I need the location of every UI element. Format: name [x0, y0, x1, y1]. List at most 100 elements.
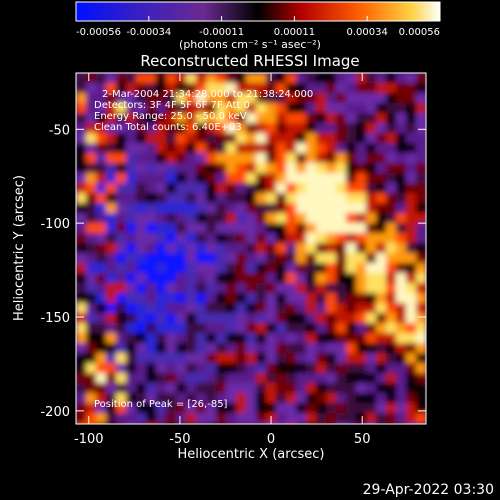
heatmap-cell	[356, 373, 367, 384]
heatmap-cell	[96, 183, 107, 194]
heatmap-cell	[406, 123, 417, 134]
heatmap-cell	[326, 113, 337, 124]
heatmap-cell	[246, 273, 257, 284]
heatmap-cell	[416, 413, 426, 424]
heatmap-cell	[306, 383, 317, 394]
heatmap-cell	[306, 323, 317, 334]
heatmap-cell	[296, 113, 307, 124]
heatmap-cell	[376, 383, 387, 394]
heatmap-cell	[366, 183, 377, 194]
chart-title: Reconstructed RHESSI Image	[140, 52, 360, 70]
heatmap-cell	[206, 293, 217, 304]
heatmap-cell	[116, 253, 127, 264]
heatmap-cell	[246, 93, 257, 104]
heatmap-cell	[386, 423, 397, 424]
heatmap-cell	[366, 163, 377, 174]
heatmap-cell	[146, 273, 157, 284]
heatmap-cell	[306, 363, 317, 374]
heatmap-cell	[386, 173, 397, 184]
heatmap-cell	[246, 313, 257, 324]
heatmap-cell	[96, 103, 107, 114]
heatmap-cell	[326, 373, 337, 384]
heatmap-cell	[406, 193, 417, 204]
heatmap-cell	[276, 183, 287, 194]
heatmap-cell	[296, 83, 307, 94]
heatmap-cell	[96, 203, 107, 214]
heatmap-cell	[186, 313, 197, 324]
heatmap-cell	[336, 203, 347, 214]
heatmap-cell	[236, 113, 247, 124]
heatmap-cell	[396, 253, 407, 264]
heatmap-cell	[386, 323, 397, 334]
heatmap-cell	[166, 203, 177, 214]
heatmap-cell	[406, 413, 417, 424]
heatmap-cell	[176, 243, 187, 254]
heatmap-cell	[346, 213, 357, 224]
heatmap-cell	[226, 83, 237, 94]
heatmap-cell	[306, 133, 317, 144]
heatmap-cell	[406, 273, 417, 284]
heatmap-cell	[266, 263, 277, 274]
heatmap-cell	[296, 373, 307, 384]
heatmap-cell	[236, 183, 247, 194]
heatmap-cell	[196, 173, 207, 184]
heatmap-cell	[196, 243, 207, 254]
heatmap-cell	[106, 263, 117, 274]
heatmap-cell	[406, 223, 417, 234]
heatmap-cell	[386, 313, 397, 324]
heatmap-cell	[396, 233, 407, 244]
heatmap-cell	[316, 143, 327, 154]
heatmap-cell	[296, 223, 307, 234]
heatmap-cell	[356, 193, 367, 204]
heatmap-cell	[106, 73, 117, 84]
heatmap-cell	[276, 113, 287, 124]
heatmap-cell	[316, 333, 327, 344]
heatmap-cell	[116, 353, 127, 364]
heatmap-cell	[76, 103, 87, 114]
heatmap-cell	[316, 393, 327, 404]
axis-ticks: -100 -50 0 50 -50 -100 -150 -200	[40, 73, 426, 447]
heatmap-cell	[416, 253, 426, 264]
heatmap-cell	[196, 193, 207, 204]
heatmap-cell	[316, 343, 327, 354]
heatmap-cell	[136, 303, 147, 314]
heatmap-cell	[306, 303, 317, 314]
heatmap-cell	[366, 293, 377, 304]
heatmap-cell	[306, 193, 317, 204]
heatmap-cell	[166, 113, 177, 124]
heatmap-cell	[186, 223, 197, 234]
heatmap-cell	[376, 203, 387, 214]
heatmap-cell	[86, 143, 97, 154]
heatmap-cell	[196, 223, 207, 234]
heatmap-cell	[126, 383, 137, 394]
heatmap-cell	[196, 353, 207, 364]
heatmap-cell	[186, 263, 197, 274]
heatmap-cell	[356, 353, 367, 364]
heatmap-cell	[406, 343, 417, 354]
heatmap-cell	[246, 393, 257, 404]
heatmap-cell	[236, 363, 247, 374]
heatmap-cell	[356, 253, 367, 264]
heatmap-cell	[296, 203, 307, 214]
heatmap-cell	[376, 353, 387, 364]
heatmap-cell	[166, 193, 177, 204]
heatmap-cell	[376, 113, 387, 124]
heatmap-cell	[76, 403, 87, 414]
heatmap-cell	[386, 253, 397, 264]
heatmap-cell	[266, 353, 277, 364]
heatmap-cell	[306, 313, 317, 324]
heatmap-cell	[246, 73, 257, 84]
heatmap-cell	[296, 243, 307, 254]
heatmap-cell	[86, 243, 97, 254]
heatmap-cell	[196, 163, 207, 174]
heatmap-cell	[286, 163, 297, 174]
heatmap-cell	[156, 413, 167, 424]
heatmap-cell	[96, 373, 107, 384]
heatmap-cell	[86, 93, 97, 104]
heatmap-cell	[336, 263, 347, 274]
heatmap-cell	[116, 73, 127, 84]
heatmap-cell	[226, 193, 237, 204]
heatmap-cell	[346, 263, 357, 274]
heatmap-cell	[386, 393, 397, 404]
heatmap-cell	[336, 123, 347, 134]
